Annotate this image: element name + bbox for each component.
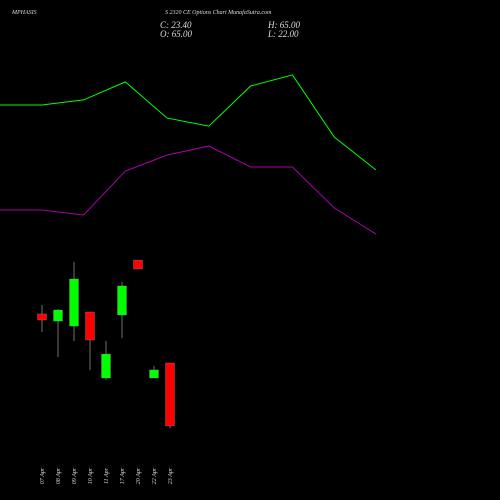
x-tick-label: 09 Apr	[72, 467, 78, 484]
low-label: L: 22.00	[267, 29, 299, 39]
candle-body	[101, 353, 111, 379]
chart-title: MPHASIS	[11, 10, 37, 16]
high-label: H: 65.00	[267, 20, 300, 30]
x-tick-label: 11 Apr	[104, 467, 110, 484]
candle-body	[37, 313, 47, 321]
x-tick-label: 17 Apr	[120, 467, 126, 484]
close-label: C: 23.40	[160, 20, 192, 30]
candle-body	[133, 259, 143, 270]
x-tick-label: 22 Apr	[152, 467, 158, 484]
candle-body	[117, 285, 127, 316]
candle-body	[149, 369, 159, 379]
x-tick-label: 23 Apr	[168, 467, 174, 484]
x-tick-label: 07 Apr	[40, 467, 46, 484]
indicator-line	[0, 145, 377, 235]
open-label: O: 65.00	[160, 29, 192, 39]
candle-body	[53, 309, 63, 322]
x-tick-label: 10 Apr	[88, 467, 94, 484]
chart-subtitle: S 2320 CE Options Chart MunafaSutra.com	[165, 9, 272, 16]
candle-body	[69, 278, 79, 327]
candle-body	[85, 311, 95, 341]
indicator-line	[0, 74, 377, 171]
x-tick-label: 20 Apr	[136, 467, 142, 484]
candle-body	[165, 362, 175, 427]
x-tick-label: 08 Apr	[56, 467, 62, 484]
